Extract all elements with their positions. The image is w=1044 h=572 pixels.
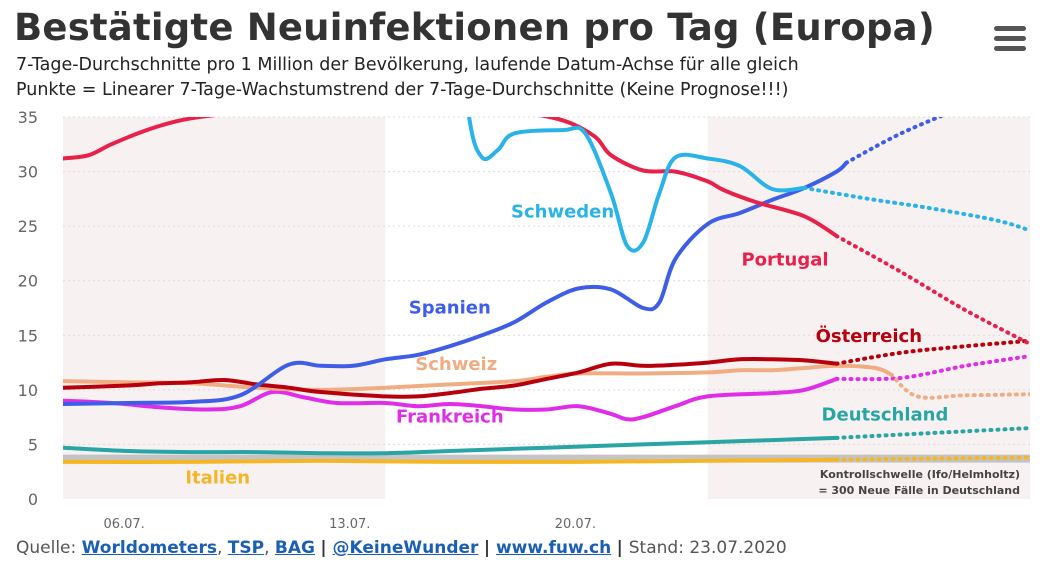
series-label-schweiz: Schweiz <box>415 354 497 375</box>
series-label-deutschland: Deutschland <box>822 404 949 425</box>
trend-dots-sterreich <box>834 338 1030 366</box>
chart-subtitle-line-1: 7-Tage-Durchschnitte pro 1 Million der B… <box>16 55 799 75</box>
data-date: Stand: 23.07.2020 <box>628 538 787 558</box>
series-label-spanien: Spanien <box>409 297 491 318</box>
author-handle-link[interactable]: @KeineWunder <box>332 538 479 558</box>
trend-dots-schweden <box>802 185 1030 233</box>
chart-title: Bestätigte Neuinfektionen pro Tag (Europ… <box>14 6 935 49</box>
gridlines <box>63 116 1030 445</box>
y-tick-label: 15 <box>18 326 38 345</box>
y-tick-label: 5 <box>28 435 38 454</box>
threshold-line <box>63 454 1030 463</box>
hamburger-menu-icon[interactable] <box>994 26 1026 52</box>
series-line-sterreich <box>63 357 839 399</box>
series-label-portugal: Portugal <box>741 249 828 270</box>
chart-subtitle-line-2: Punkte = Linearer 7-Tage-Wachstumstrend … <box>16 80 789 100</box>
y-tick-label: 30 <box>18 163 38 182</box>
source-link-worldometers[interactable]: Worldometers <box>81 538 217 558</box>
source-footer: Quelle: Worldometers, TSP, BAG | @KeineW… <box>16 538 787 558</box>
weekend-bands <box>63 117 1030 499</box>
series-labels: Schweden Portugal Spanien Österreich Schweiz… <box>185 201 948 488</box>
trend-dots-italien <box>834 455 1030 462</box>
source-prefix: Quelle: <box>16 538 82 558</box>
threshold-label-1: Kontrollschwelle (Ifo/Helmholtz) <box>820 468 1020 481</box>
threshold-band: Kontrollschwelle (Ifo/Helmholtz) = 300 Ne… <box>63 454 1030 497</box>
series-line-italien <box>63 457 839 465</box>
series-line-schweden <box>467 117 807 253</box>
y-tick-label: 20 <box>18 272 38 291</box>
x-tick-label: 06.07. <box>103 517 144 532</box>
x-tick-label: 20.07. <box>555 517 596 532</box>
trend-dots-spanien <box>844 117 945 165</box>
series-label-schweden: Schweden <box>511 201 614 222</box>
series-lines <box>63 117 1030 465</box>
y-tick-label: 0 <box>28 490 38 509</box>
threshold-label-2: = 300 Neue Fälle in Deutschland <box>818 484 1020 497</box>
series-line-spanien <box>63 160 849 406</box>
y-tick-label: 10 <box>18 381 38 400</box>
trend-dots-portugal <box>834 234 1030 346</box>
series-line-deutschland <box>63 435 839 456</box>
series-line-frankreich <box>63 376 839 422</box>
site-link[interactable]: www.fuw.ch <box>495 538 612 558</box>
series-label-frankreich: Frankreich <box>396 407 504 428</box>
source-link-tsp[interactable]: TSP <box>227 538 265 558</box>
y-tick-label: 35 <box>18 108 38 127</box>
shaded-band <box>63 117 386 499</box>
series-label-sterreich: Österreich <box>816 325 922 347</box>
trend-dots-deutschland <box>834 426 1030 440</box>
series-line-portugal <box>63 117 839 238</box>
series-label-italien: Italien <box>185 468 250 489</box>
trend-dots-schweiz <box>889 372 1030 400</box>
trend-dots-frankreich <box>834 354 1030 382</box>
source-link-bag[interactable]: BAG <box>274 538 315 558</box>
y-tick-label: 25 <box>18 217 38 236</box>
axis-labels: 0 5 10 15 20 25 30 35 06.07. 13.07. 20.07. <box>18 108 596 532</box>
x-tick-label: 13.07. <box>329 517 370 532</box>
